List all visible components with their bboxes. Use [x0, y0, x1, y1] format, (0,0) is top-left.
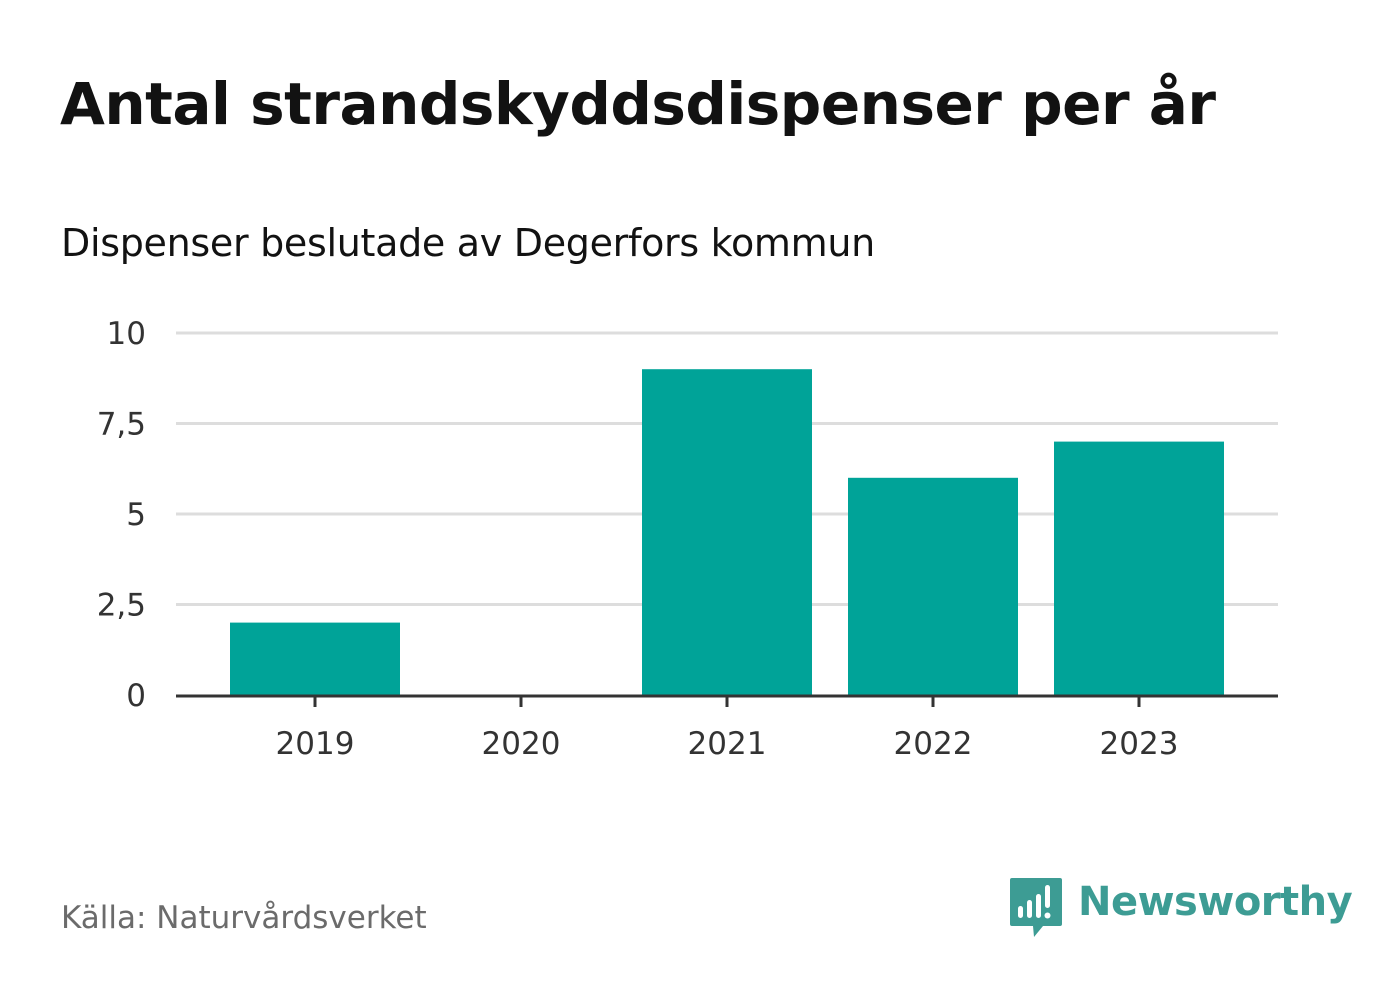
y-tick-label: 2,5	[97, 588, 146, 624]
bar-2021	[642, 369, 812, 695]
brand-name: Newsworthy	[1078, 879, 1353, 925]
y-tick-label: 10	[107, 316, 146, 352]
bar-2019	[230, 622, 400, 695]
chart-subtitle: Dispenser beslutade av Degerfors kommun	[61, 221, 875, 265]
brand-logo: Newsworthy	[1010, 878, 1353, 940]
y-tick-label: 0	[126, 678, 146, 714]
bar-2023	[1054, 441, 1224, 695]
bars	[230, 369, 1224, 695]
x-tick-label: 2021	[688, 726, 767, 762]
chart-title: Antal strandskyddsdispenser per år	[60, 70, 1216, 138]
y-axis-tick-labels: 0 2,5 5 7,5 10	[97, 316, 146, 714]
x-axis	[176, 694, 1278, 707]
newsworthy-logo-icon	[1010, 878, 1062, 937]
bar-2022	[848, 477, 1018, 695]
x-tick-label: 2023	[1100, 726, 1179, 762]
x-tick-label: 2020	[482, 726, 561, 762]
source-note: Källa: Naturvårdsverket	[61, 900, 427, 936]
y-tick-label: 7,5	[97, 407, 146, 443]
x-tick-label: 2022	[894, 726, 973, 762]
x-tick-label: 2019	[276, 726, 355, 762]
y-tick-label: 5	[126, 497, 146, 533]
x-axis-tick-labels: 2019 2020 2021 2022 2023	[276, 726, 1179, 762]
